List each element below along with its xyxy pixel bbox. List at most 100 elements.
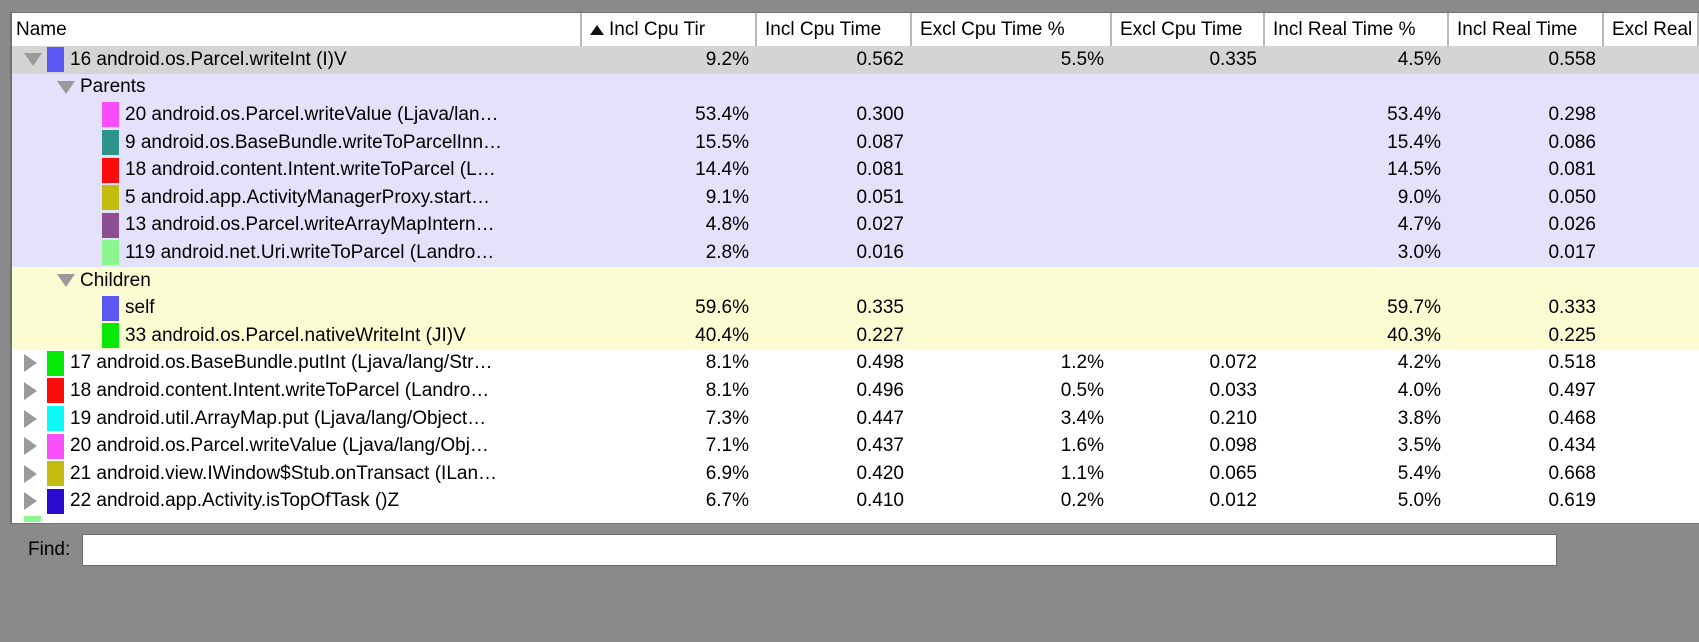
table-row[interactable]: 22 android.app.Activity.isTopOfTask ()Z …	[12, 487, 1699, 516]
value-cell: 4.7%	[1397, 214, 1441, 236]
name-cell: Parents	[12, 74, 582, 102]
value-cell: 0.050	[1548, 186, 1596, 208]
value-cell: 1.1%	[1060, 462, 1104, 484]
value-cell: 14.5%	[1387, 159, 1441, 181]
column-label: Excl Cpu Time	[1120, 18, 1243, 40]
value-cell: 0.300	[856, 103, 904, 125]
table-row[interactable]: Children	[12, 266, 1699, 295]
value-cell: 4.5%	[1397, 48, 1441, 70]
method-name: 9 android.os.BaseBundle.writeToParcelInn…	[125, 131, 503, 153]
name-cell: 119 android.net.Uri.writeToParcel (Landr…	[12, 239, 582, 267]
method-name: 22 android.app.Activity.isTopOfTask ()Z	[70, 490, 400, 512]
value-cell: 0.5%	[1060, 379, 1104, 401]
find-bar: Find:	[28, 534, 1558, 566]
name-cell: 21 android.view.IWindow$Stub.onTransact …	[12, 460, 582, 488]
column-header[interactable]: Excl Cpu Time	[1112, 13, 1265, 46]
value-cell: 0.081	[1548, 159, 1596, 181]
name-cell: self	[12, 294, 582, 322]
value-cell: 59.7%	[1387, 297, 1441, 319]
name-cell: 18 android.content.Intent.writeToParcel …	[12, 377, 582, 405]
table-row[interactable]: 18 android.content.Intent.writeToParcel …	[12, 156, 1699, 184]
column-header[interactable]: Excl Real	[1604, 13, 1699, 46]
disclosure-triangle-icon[interactable]	[57, 274, 75, 288]
value-cell: 40.3%	[1387, 324, 1441, 346]
value-cell: 0.498	[856, 352, 904, 374]
color-swatch	[47, 47, 64, 73]
column-header[interactable]: Incl Real Time %	[1265, 13, 1449, 46]
value-cell: 0.335	[1209, 48, 1257, 70]
table-row[interactable]: 17 android.os.BaseBundle.putInt (Ljava/l…	[12, 349, 1699, 378]
column-header[interactable]: Name	[12, 13, 582, 46]
table-body: 16 android.os.Parcel.writeInt (I)V 9.2% 0…	[12, 46, 1699, 523]
table-row[interactable]: 21 android.view.IWindow$Stub.onTransact …	[12, 459, 1699, 488]
name-cell: 18 android.content.Intent.writeToParcel …	[12, 156, 582, 184]
table-row[interactable]: 5 android.app.ActivityManagerProxy.start…	[12, 183, 1699, 212]
value-cell: 0.227	[856, 324, 904, 346]
find-input[interactable]	[82, 534, 1558, 566]
color-swatch	[24, 516, 41, 523]
value-cell: 0.081	[856, 159, 904, 181]
value-cell: 4.8%	[705, 214, 749, 236]
value-cell: 3.4%	[1060, 407, 1104, 429]
value-cell: 0.033	[1209, 379, 1257, 401]
value-cell: 0.210	[1209, 407, 1257, 429]
value-cell: 6.7%	[705, 490, 749, 512]
table-row[interactable]: self 59.6% 0.335 59.7% 0.333	[12, 294, 1699, 322]
sort-asc-icon	[590, 24, 604, 35]
table-row[interactable]: 119 android.net.Uri.writeToParcel (Landr…	[12, 239, 1699, 267]
table-row[interactable]: 13 android.os.Parcel.writeArrayMapIntern…	[12, 211, 1699, 240]
table-row[interactable]: 20 android.os.Parcel.writeValue (Ljava/l…	[12, 101, 1699, 129]
value-cell: 0.072	[1209, 352, 1257, 374]
column-label: Incl Real Time	[1457, 18, 1578, 40]
value-cell: 1.2%	[1060, 352, 1104, 374]
disclosure-triangle-icon[interactable]	[24, 381, 37, 400]
value-cell: 0.016	[856, 241, 904, 263]
disclosure-triangle-icon[interactable]	[24, 492, 37, 511]
method-name: 18 android.content.Intent.writeToParcel …	[125, 159, 496, 181]
disclosure-triangle-icon[interactable]	[57, 80, 75, 94]
name-cell: 33 android.os.Parcel.nativeWriteInt (JI)…	[12, 322, 582, 350]
column-header[interactable]: Excl Cpu Time %	[912, 13, 1112, 46]
color-swatch	[102, 295, 119, 321]
value-cell: 0.562	[856, 48, 904, 70]
table-row[interactable]: Parents	[12, 73, 1699, 102]
table-row[interactable]	[12, 515, 1699, 523]
value-cell: 0.335	[856, 297, 904, 319]
value-cell: 53.4%	[695, 103, 749, 125]
value-cell: 3.0%	[1397, 241, 1441, 263]
profile-table: Name Incl Cpu Tir Incl Cpu Time Excl Cpu…	[10, 12, 1699, 524]
name-cell: 22 android.app.Activity.isTopOfTask ()Z	[12, 488, 582, 516]
name-cell: 5 android.app.ActivityManagerProxy.start…	[12, 184, 582, 212]
column-header[interactable]: Incl Cpu Time	[757, 13, 912, 46]
table-row[interactable]: 18 android.content.Intent.writeToParcel …	[12, 377, 1699, 405]
value-cell: 5.0%	[1397, 490, 1441, 512]
value-cell: 8.1%	[705, 379, 749, 401]
value-cell: 1.6%	[1060, 435, 1104, 457]
value-cell: 15.5%	[695, 131, 749, 153]
value-cell: 0.447	[856, 407, 904, 429]
disclosure-triangle-icon[interactable]	[24, 437, 37, 456]
column-header[interactable]: Incl Cpu Tir	[582, 13, 757, 46]
table-row[interactable]: 33 android.os.Parcel.nativeWriteInt (JI)…	[12, 321, 1699, 350]
value-cell: 0.065	[1209, 462, 1257, 484]
disclosure-triangle-icon[interactable]	[24, 354, 37, 373]
value-cell: 0.497	[1548, 379, 1596, 401]
value-cell: 0.420	[856, 462, 904, 484]
table-row[interactable]: 9 android.os.BaseBundle.writeToParcelInn…	[12, 128, 1699, 157]
color-swatch	[102, 130, 119, 156]
value-cell: 0.468	[1548, 407, 1596, 429]
table-row[interactable]: 16 android.os.Parcel.writeInt (I)V 9.2% 0…	[12, 46, 1699, 74]
name-cell: 17 android.os.BaseBundle.putInt (Ljava/l…	[12, 350, 582, 378]
table-row[interactable]: 19 android.util.ArrayMap.put (Ljava/lang…	[12, 404, 1699, 433]
value-cell: 0.027	[856, 214, 904, 236]
color-swatch	[102, 240, 119, 266]
disclosure-triangle-icon[interactable]	[24, 53, 42, 67]
table-row[interactable]: 20 android.os.Parcel.writeValue (Ljava/l…	[12, 432, 1699, 460]
column-label: Excl Real	[1612, 18, 1693, 40]
value-cell: 0.668	[1548, 462, 1596, 484]
name-cell	[12, 515, 582, 523]
column-header[interactable]: Incl Real Time	[1449, 13, 1604, 46]
color-swatch	[102, 323, 119, 349]
disclosure-triangle-icon[interactable]	[24, 409, 37, 428]
disclosure-triangle-icon[interactable]	[24, 464, 37, 483]
